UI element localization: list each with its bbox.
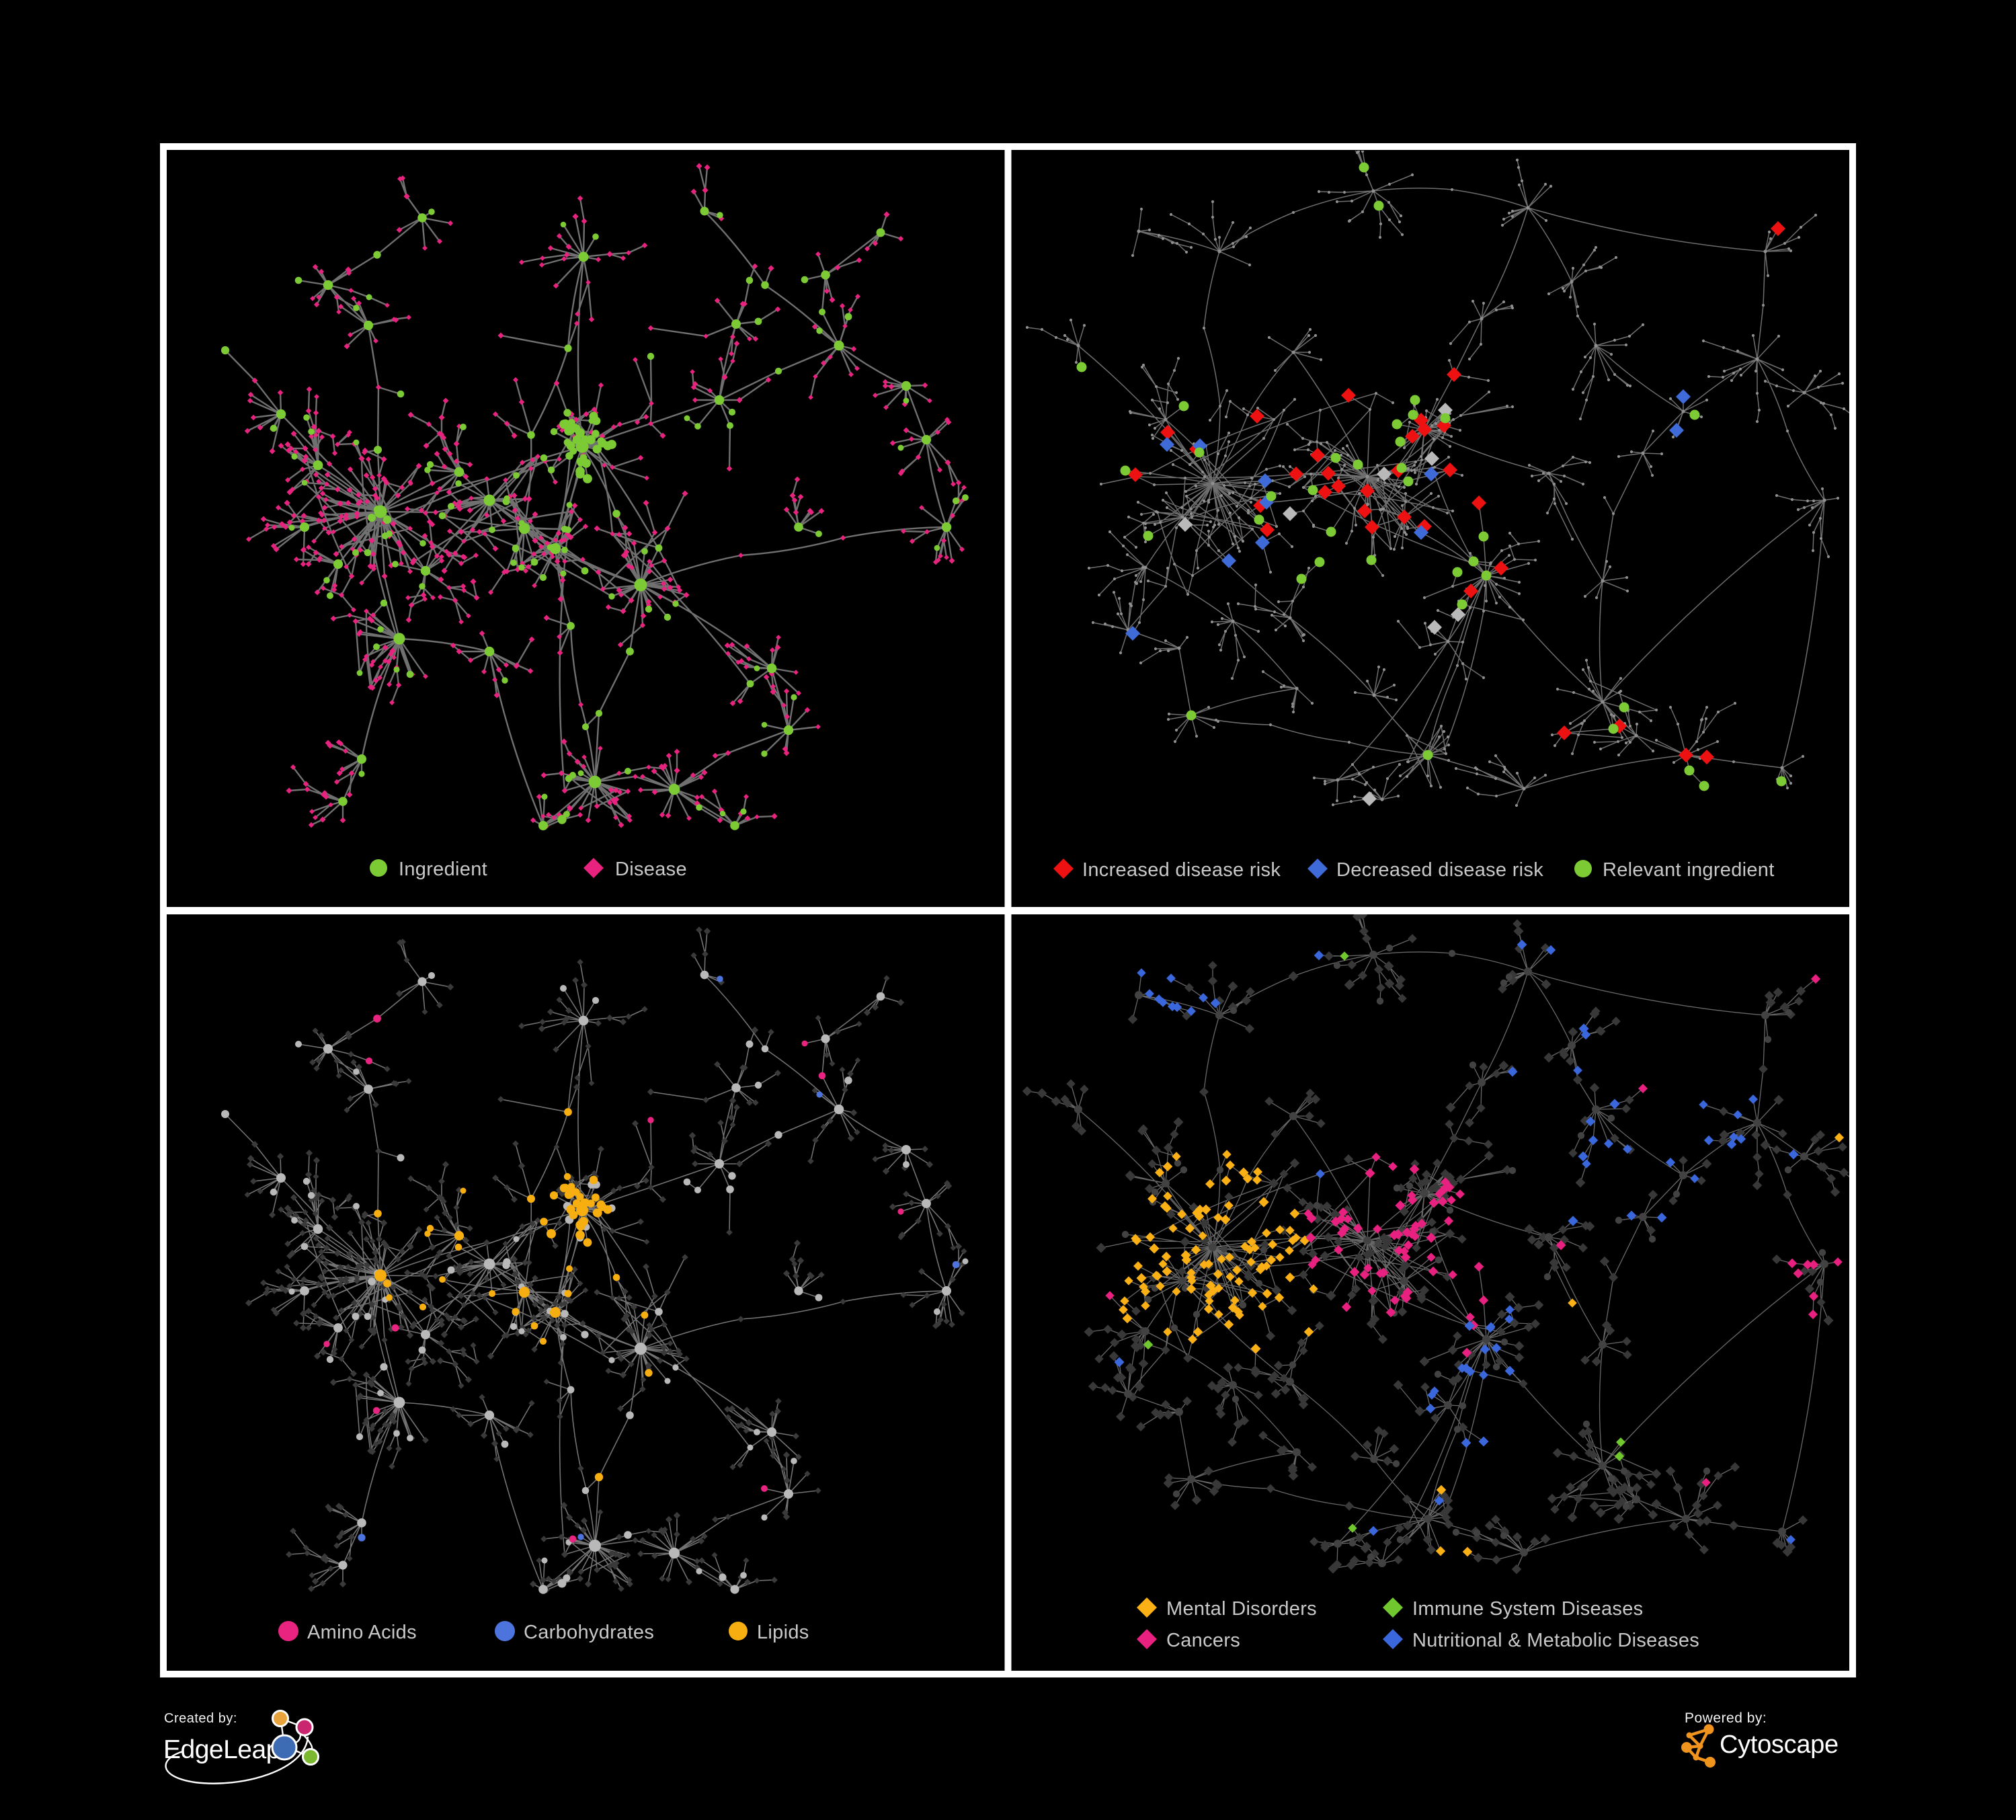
svg-text:Mental Disorders: Mental Disorders xyxy=(1166,1598,1317,1620)
svg-text:Cytoscape: Cytoscape xyxy=(1720,1731,1839,1759)
svg-text:Amino Acids: Amino Acids xyxy=(307,1622,417,1643)
svg-text:Increased disease risk: Increased disease risk xyxy=(1082,859,1281,881)
svg-text:Immune System Diseases: Immune System Diseases xyxy=(1412,1598,1643,1620)
svg-text:Created by:: Created by: xyxy=(164,1711,237,1726)
svg-text:Nutritional & Metabolic Diseas: Nutritional & Metabolic Diseases xyxy=(1412,1630,1699,1651)
svg-text:Relevant ingredient: Relevant ingredient xyxy=(1603,859,1775,881)
svg-text:Decreased disease risk: Decreased disease risk xyxy=(1336,859,1543,881)
svg-text:Disease: Disease xyxy=(615,859,687,880)
svg-text:Lipids: Lipids xyxy=(757,1622,809,1643)
svg-text:Cancers: Cancers xyxy=(1166,1630,1240,1651)
svg-text:EdgeLeap: EdgeLeap xyxy=(163,1735,280,1764)
svg-text:Carbohydrates: Carbohydrates xyxy=(524,1622,654,1643)
svg-text:Ingredient: Ingredient xyxy=(399,859,487,880)
svg-text:Powered by:: Powered by: xyxy=(1685,1710,1767,1726)
